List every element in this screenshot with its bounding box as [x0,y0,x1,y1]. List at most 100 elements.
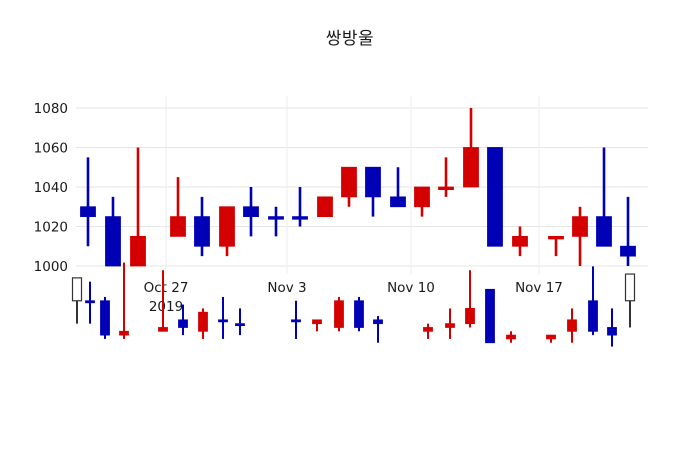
candlestick[interactable] [170,177,186,237]
mini-candlestick-series [71,262,636,347]
y-axis-tick-label: 1020 [34,220,68,236]
mini-candlestick[interactable] [423,323,433,339]
mini-candlestick[interactable] [607,308,617,347]
mini-candle-body [235,323,245,327]
mini-candle-body [373,319,383,325]
candle-body [596,216,612,247]
mini-candlestick[interactable] [291,300,301,339]
mini-candlestick[interactable] [198,308,208,339]
page-title: 쌍방울 [325,29,375,49]
candlestick[interactable] [596,147,612,247]
mini-candle-body [198,311,208,332]
mini-candlestick[interactable] [373,316,383,343]
candle-body [130,235,146,267]
mini-candle-body [312,319,322,325]
main-candlestick-series [80,108,636,267]
candle-body [572,216,588,237]
mini-candle-body [334,300,344,328]
candlestick[interactable] [572,206,588,266]
grid-layer [76,96,648,274]
x-axis-tick-label: Oct 27 [144,280,189,296]
mini-candlestick[interactable] [354,296,364,332]
mini-candlestick[interactable] [178,304,188,336]
mini-candle-body [100,300,110,336]
mini-candle-body [506,334,516,340]
candlestick[interactable] [487,147,503,247]
candlestick[interactable] [512,226,528,257]
candlestick[interactable] [219,206,235,257]
candle-body [105,216,121,267]
candlestick[interactable] [341,166,357,207]
mini-candlestick[interactable] [100,296,110,339]
candlestick[interactable] [317,196,333,218]
mini-candle-body [291,319,301,323]
candlestick[interactable] [414,186,430,217]
candlestick[interactable] [130,147,146,267]
y-axis-tick-label: 1080 [34,101,68,117]
candle-body [194,216,210,247]
candle-body [548,235,564,240]
candle-body [80,206,96,218]
mini-candle-body [85,300,95,304]
mini-candlestick[interactable] [567,308,577,343]
candle-body [365,166,381,198]
candlestick[interactable] [80,157,96,247]
mini-candlestick[interactable] [158,270,168,332]
candle-body [219,206,235,247]
y-axis-tick-labels: 1080 1060 1040 1020 1000 [34,101,68,275]
mini-candle-body [158,327,168,332]
candlestick[interactable] [438,157,454,197]
candle-body [243,206,259,218]
candle-body [438,186,454,190]
candle-body [170,216,186,237]
candlestick[interactable] [194,196,210,257]
candle-body [317,196,333,218]
candle-body [390,196,406,208]
mini-candle-body [423,327,433,332]
candle-body [268,216,284,220]
y-axis-tick-label: 1060 [34,141,68,157]
candlestick[interactable] [243,187,259,237]
candlestick[interactable] [268,206,284,237]
mini-candlestick[interactable] [71,277,83,324]
mini-candlestick[interactable] [235,308,245,336]
x-axis-tick-label: Nov 10 [387,280,435,296]
x-axis-tick-labels: Oct 27 2019 Nov 3 Nov 10 Nov 17 [144,280,563,315]
candle-body [487,147,503,247]
y-axis-tick-label: 1000 [34,259,68,275]
mini-candlestick[interactable] [624,273,636,328]
x-axis-tick-sublabel: 2019 [149,299,183,315]
mini-candlestick[interactable] [465,270,475,328]
mini-candle-body [607,327,617,336]
candlestick[interactable] [390,167,406,208]
mini-candlestick[interactable] [334,296,344,332]
x-axis-tick-label: Nov 3 [267,280,306,296]
mini-candle-body [624,273,636,302]
mini-candlestick[interactable] [445,308,455,339]
candlestick[interactable] [365,166,381,217]
candlestick[interactable] [548,235,564,257]
mini-candlestick[interactable] [218,296,228,339]
mini-candlestick[interactable] [546,334,556,343]
candlestick[interactable] [105,196,121,267]
candlestick[interactable] [292,187,308,227]
candle-body [620,245,636,257]
mini-candle-body [546,334,556,340]
mini-candlestick[interactable] [506,331,516,343]
mini-candle-body [218,319,228,323]
candlestick[interactable] [620,196,636,266]
mini-candlestick[interactable] [588,266,598,336]
mini-candlestick[interactable] [485,288,495,344]
candle-body [341,166,357,198]
x-axis-tick-label: Nov 17 [515,280,563,296]
mini-candle-body [485,288,495,344]
candlestick[interactable] [463,108,479,188]
mini-candlestick[interactable] [119,262,129,339]
mini-candle-body [465,307,475,325]
mini-candle-body [354,300,364,328]
mini-candlestick[interactable] [85,281,95,324]
mini-candlestick[interactable] [312,319,322,332]
candle-body [463,147,479,188]
